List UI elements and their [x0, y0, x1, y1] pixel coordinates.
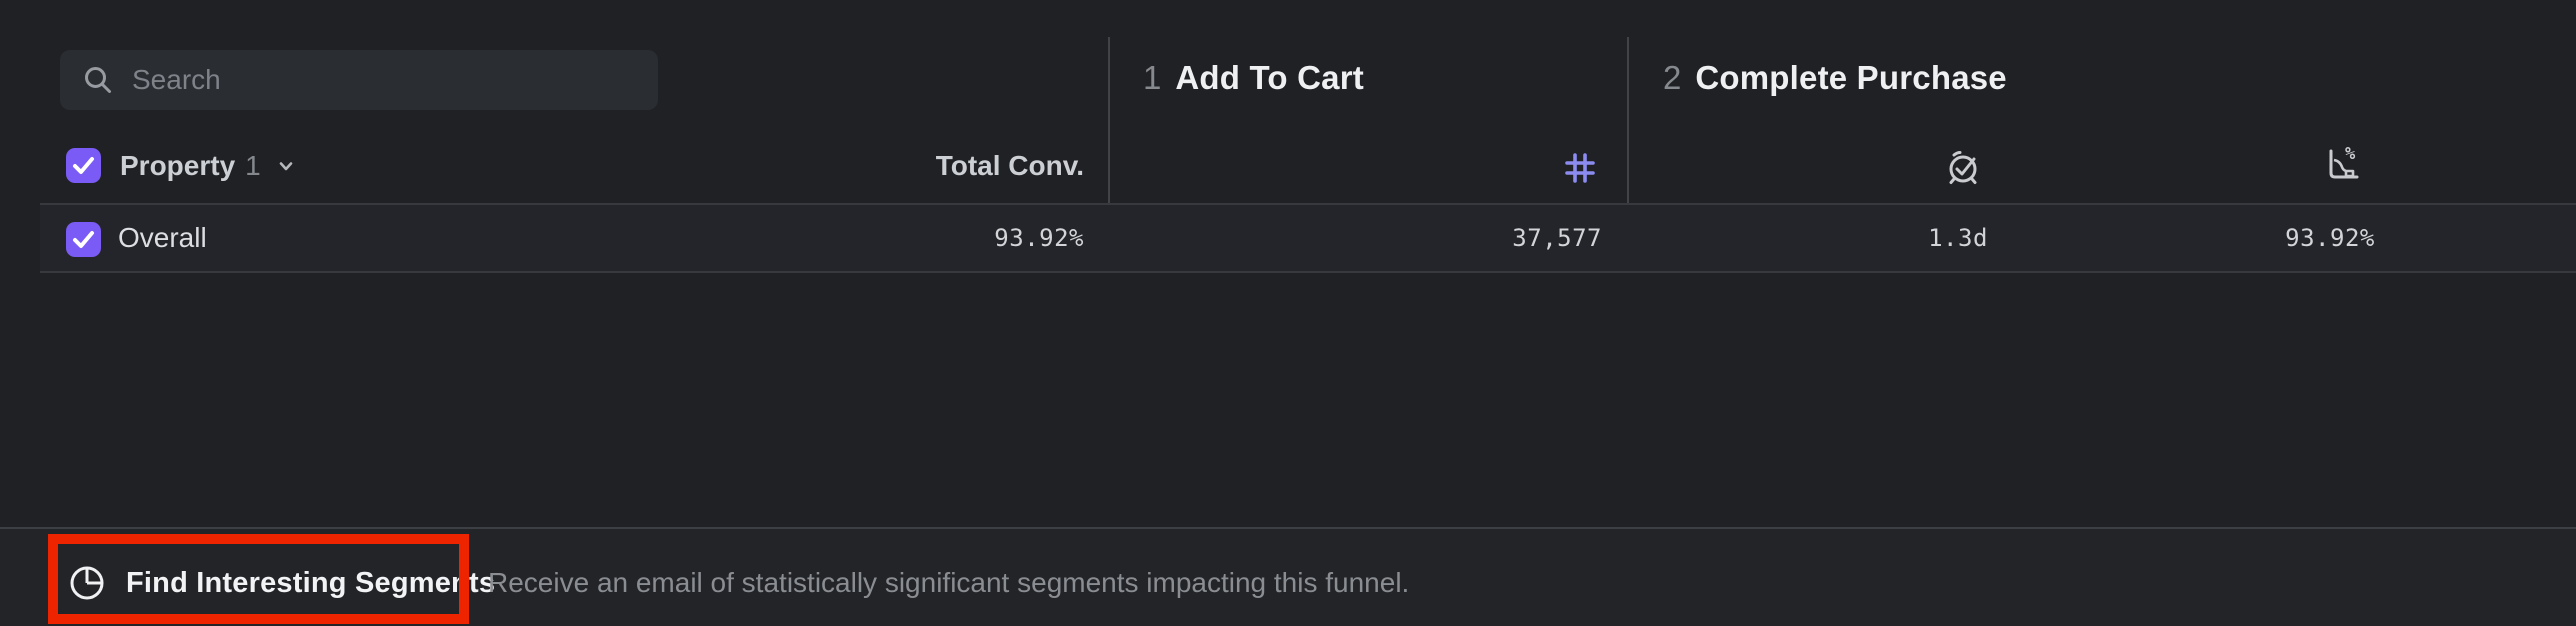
check-icon: [73, 157, 94, 174]
row-border-top: [40, 203, 2576, 205]
total-conv-column-header: Total Conv.: [935, 150, 1084, 181]
row-total-conv-value: 93.92%: [994, 224, 1084, 252]
row-time-to-convert-value: 1.3d: [1928, 224, 1988, 252]
find-interesting-segments-label: Find Interesting Segments: [126, 566, 496, 599]
find-interesting-segments-button[interactable]: Find Interesting Segments: [68, 547, 495, 619]
funnel-step-2-header: 2 Complete Purchase: [1663, 58, 2007, 98]
check-icon: [73, 231, 94, 248]
footer-hint-text: Receive an email of statistically signif…: [488, 567, 1410, 598]
hash-icon[interactable]: [1562, 150, 1598, 186]
row-overall-checkbox[interactable]: [66, 222, 101, 257]
time-to-convert-icon[interactable]: [1944, 148, 1982, 186]
funnel-step-1-header: 1 Add To Cart: [1143, 58, 1364, 98]
row-label: Overall: [118, 222, 207, 253]
column-divider: [1108, 37, 1110, 273]
chevron-down-icon: [279, 162, 293, 171]
conversion-rate-icon[interactable]: %: [2322, 144, 2364, 186]
row-step-count-value: 37,577: [1512, 224, 1602, 252]
property-selector-number: 1: [245, 150, 261, 181]
row-conversion-rate-value: 93.92%: [2285, 224, 2375, 252]
property-selector-label: Property: [120, 150, 236, 181]
checkbox-checked[interactable]: [66, 222, 101, 257]
annotation-highlight-box: [48, 534, 469, 624]
step-label: Complete Purchase: [1695, 59, 2007, 96]
row-border-bottom: [40, 271, 2576, 273]
property-selector-dropdown[interactable]: Property 1: [120, 131, 297, 201]
step-label: Add To Cart: [1175, 59, 1364, 96]
table-row-overall[interactable]: [40, 205, 2576, 271]
column-divider: [1627, 37, 1629, 273]
search-input[interactable]: Search: [60, 50, 658, 110]
step-number: 1: [1143, 59, 1162, 96]
segments-icon: [68, 564, 106, 602]
step-number: 2: [1663, 59, 1682, 96]
property-select-all-checkbox[interactable]: [66, 148, 101, 183]
checkbox-checked[interactable]: [66, 148, 101, 183]
search-placeholder: Search: [132, 64, 221, 95]
search-icon: [82, 64, 114, 96]
svg-text:%: %: [2345, 144, 2356, 164]
